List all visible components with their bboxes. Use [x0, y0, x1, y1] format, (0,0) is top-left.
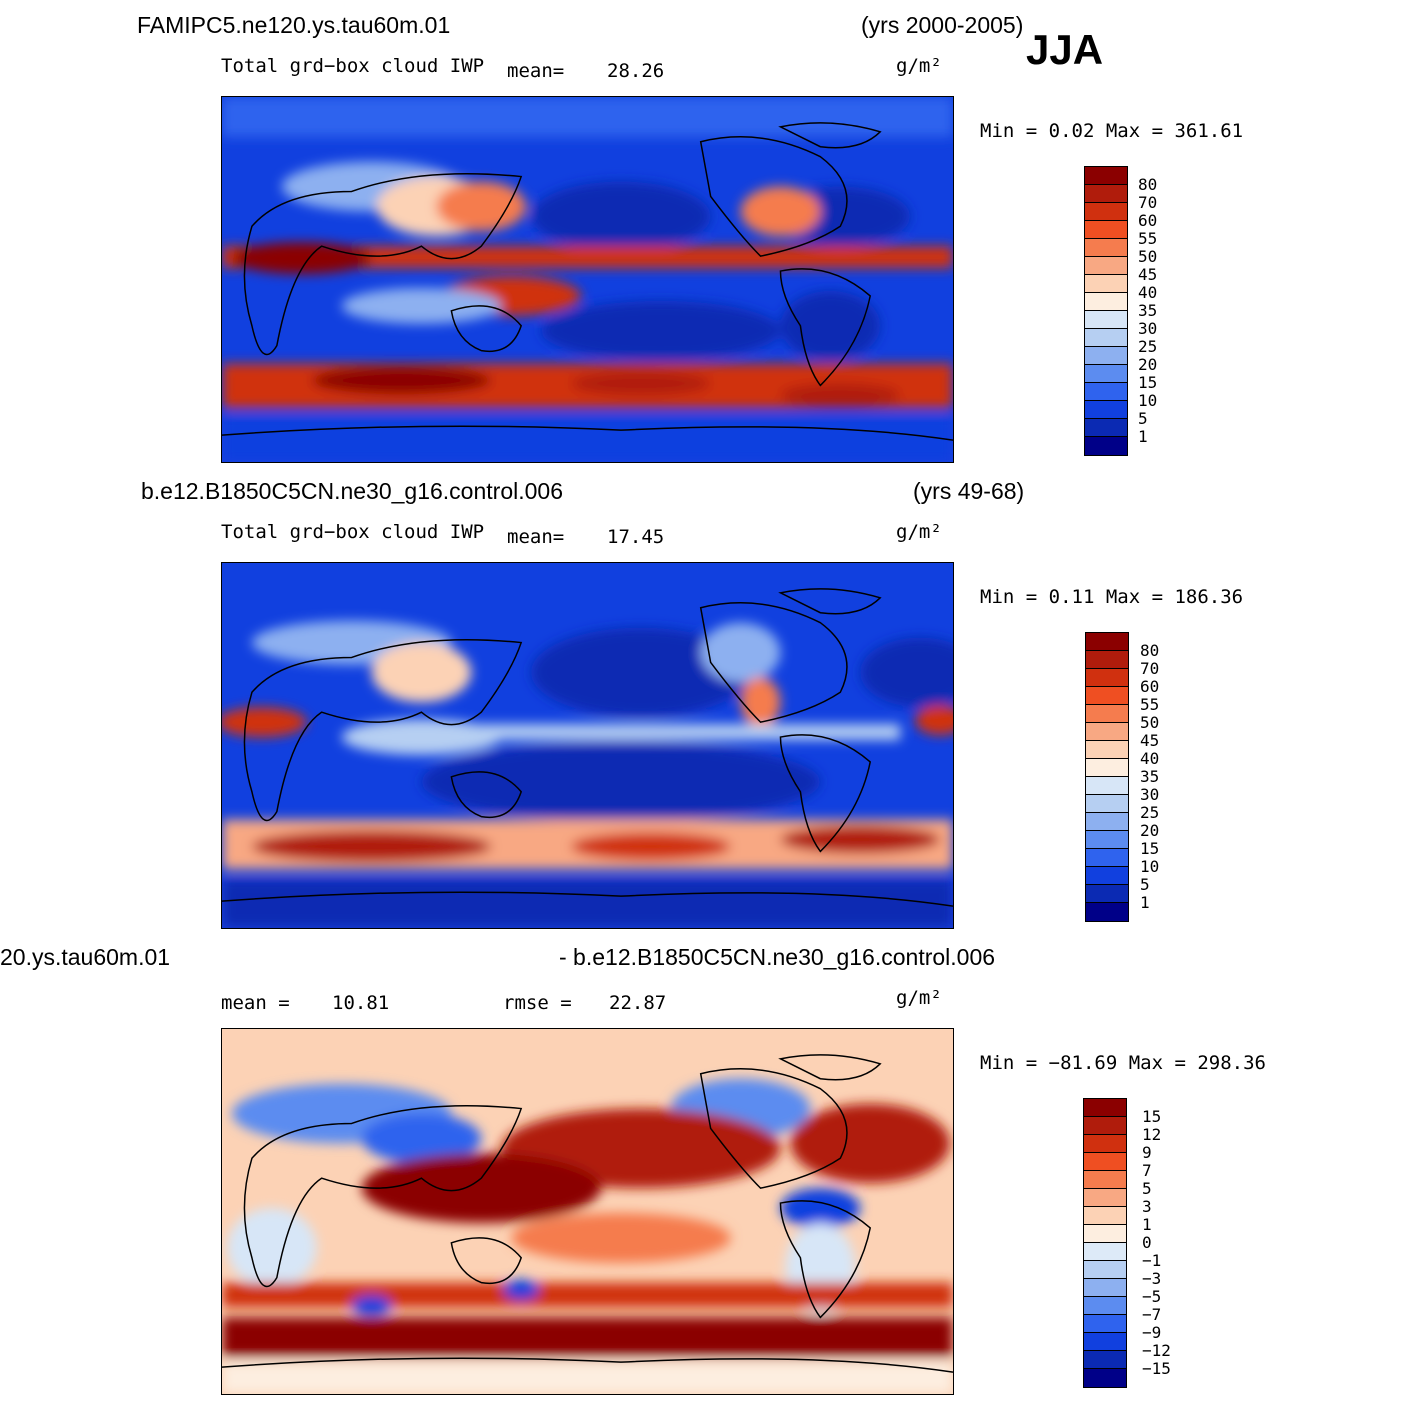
colorbar-tick: 25	[1140, 803, 1160, 822]
colorbar-tick: 80	[1140, 641, 1160, 660]
panel3-rmse-label: rmse =	[503, 992, 572, 1014]
colorbar-tick: −12	[1142, 1341, 1171, 1360]
panel2-colorbar	[1085, 632, 1129, 922]
colorbar-tick: 10	[1138, 391, 1158, 410]
panel2-map	[221, 562, 954, 929]
panel2-mean-value: 17.45	[607, 526, 665, 548]
colorbar-tick: 15	[1142, 1107, 1162, 1126]
colorbar-tick: 7	[1142, 1161, 1152, 1180]
colorbar-tick: 9	[1142, 1143, 1152, 1162]
colorbar-tick: 1	[1138, 427, 1148, 446]
colorbar-tick: 15	[1138, 373, 1158, 392]
panel2-units: g/m²	[896, 521, 942, 543]
colorbar-tick: 55	[1140, 695, 1160, 714]
panel1-colorbar	[1084, 166, 1128, 456]
panel3-mean-value: 10.81	[332, 992, 390, 1014]
panel1-mean-label: mean=	[507, 60, 565, 82]
colorbar-tick: 3	[1142, 1197, 1152, 1216]
panel1-variable: Total grd−box cloud IWP	[221, 55, 485, 77]
colorbar-tick: 70	[1140, 659, 1160, 678]
colorbar-tick: 10	[1140, 857, 1160, 876]
colorbar-tick: 60	[1138, 211, 1158, 230]
panel1-years: (yrs 2000-2005)	[861, 12, 1024, 38]
colorbar-tick: −3	[1142, 1269, 1162, 1288]
panel2-years: (yrs 49-68)	[913, 478, 1025, 504]
colorbar-tick: −7	[1142, 1305, 1162, 1324]
panel3-map	[221, 1028, 954, 1395]
colorbar-tick: 1	[1142, 1215, 1152, 1234]
colorbar-tick: 20	[1138, 355, 1158, 374]
colorbar-tick: 40	[1140, 749, 1160, 768]
panel3-case-title: 20.ys.tau60m.01	[0, 944, 171, 970]
colorbar-tick: −5	[1142, 1287, 1162, 1306]
colorbar-tick: 55	[1138, 229, 1158, 248]
panel1-case-title: FAMIPC5.ne120.ys.tau60m.01	[137, 12, 451, 38]
colorbar-tick: 35	[1140, 767, 1160, 786]
panel3-colorbar	[1083, 1098, 1127, 1388]
panel2-mean-label: mean=	[507, 526, 565, 548]
colorbar-tick: −1	[1142, 1251, 1162, 1270]
panel1-map	[221, 96, 954, 463]
colorbar-tick: 35	[1138, 301, 1158, 320]
colorbar-tick: 50	[1138, 247, 1158, 266]
colorbar-tick: 1	[1140, 893, 1150, 912]
colorbar-tick: 20	[1140, 821, 1160, 840]
colorbar-tick: −9	[1142, 1323, 1162, 1342]
panel1-mean-value: 28.26	[607, 60, 665, 82]
colorbar-tick: 5	[1142, 1179, 1152, 1198]
colorbar-tick: 40	[1138, 283, 1158, 302]
panel2-case-title: b.e12.B1850C5CN.ne30_g16.control.006	[141, 478, 563, 504]
colorbar-tick: 60	[1140, 677, 1160, 696]
colorbar-tick: −15	[1142, 1359, 1171, 1378]
colorbar-tick: 50	[1140, 713, 1160, 732]
panel1-minmax: Min = 0.02 Max = 361.61	[980, 120, 1244, 142]
colorbar-tick: 0	[1142, 1233, 1152, 1252]
panel3-minus-case: - b.e12.B1850C5CN.ne30_g16.control.006	[559, 944, 996, 970]
panel3-rmse-value: 22.87	[609, 992, 667, 1014]
colorbar-tick: 12	[1142, 1125, 1162, 1144]
panel3-units: g/m²	[896, 987, 942, 1009]
colorbar-tick: 45	[1138, 265, 1158, 284]
colorbar-tick: 25	[1138, 337, 1158, 356]
panel2-variable: Total grd−box cloud IWP	[221, 521, 485, 543]
panel2-minmax: Min = 0.11 Max = 186.36	[980, 586, 1244, 608]
colorbar-tick: 45	[1140, 731, 1160, 750]
panel3-minmax: Min = −81.69 Max = 298.36	[980, 1052, 1266, 1074]
colorbar-tick: 5	[1140, 875, 1150, 894]
season-label: JJA	[1026, 26, 1104, 73]
colorbar-tick: 15	[1140, 839, 1160, 858]
colorbar-tick: 5	[1138, 409, 1148, 428]
colorbar-tick: 70	[1138, 193, 1158, 212]
panel1-units: g/m²	[896, 55, 942, 77]
colorbar-tick: 30	[1140, 785, 1160, 804]
colorbar-tick: 30	[1138, 319, 1158, 338]
panel3-mean-label: mean =	[221, 992, 290, 1014]
colorbar-tick: 80	[1138, 175, 1158, 194]
